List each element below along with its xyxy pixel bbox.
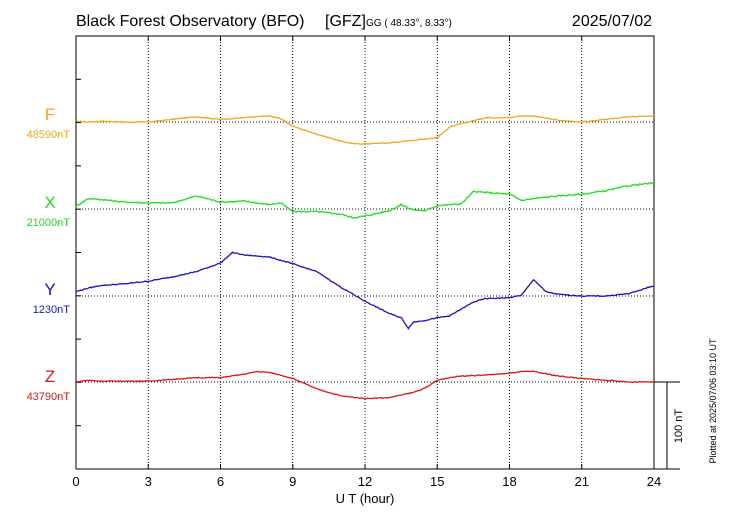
x-tick-label-12: 12: [358, 474, 372, 489]
organization-label: [GFZ]: [325, 13, 366, 30]
coordinates-label: GG ( 48.33°, 8.33°): [366, 18, 452, 29]
x-tick-label-6: 6: [217, 474, 224, 489]
series-baseline-y: 1230nT: [33, 304, 71, 316]
series-line-f: [75, 114, 655, 145]
series-name-z: Z: [45, 367, 55, 386]
x-tick-label-24: 24: [647, 474, 661, 489]
series-name-f: F: [45, 105, 55, 124]
series-line-x: [75, 181, 655, 219]
grid: [147, 36, 583, 469]
scale-bar: 100 nT: [654, 381, 685, 470]
series-baseline-z: 43790nT: [27, 391, 71, 403]
series-group: [75, 114, 655, 400]
chart-date: 2025/07/02: [572, 13, 652, 30]
series-line-y: [75, 251, 655, 330]
series-name-x: X: [44, 193, 55, 212]
baselines: [76, 121, 654, 383]
series-name-y: Y: [44, 280, 55, 299]
plotted-at-note: Plotted at 2025/07/06 03:10 UT: [708, 338, 718, 464]
series-line-z: [75, 370, 655, 400]
x-tick-label-21: 21: [575, 474, 589, 489]
x-axis: 0 3 6 9 12 15 18 21 24: [72, 35, 661, 489]
series-baseline-x: 21000nT: [27, 217, 71, 229]
x-tick-label-9: 9: [289, 474, 296, 489]
x-tick-label-15: 15: [430, 474, 444, 489]
x-tick-label-18: 18: [502, 474, 516, 489]
scale-bar-label: 100 nT: [673, 409, 685, 444]
series-baseline-f: 48590nT: [27, 129, 71, 141]
chart-title: Black Forest Observatory (BFO): [76, 13, 305, 30]
x-axis-label: U T (hour): [336, 491, 395, 506]
x-tick-label-3: 3: [145, 474, 152, 489]
series-labels: F 48590nT X 21000nT Y 1230nT Z 43790nT: [27, 105, 71, 403]
x-tick-label-0: 0: [72, 474, 79, 489]
